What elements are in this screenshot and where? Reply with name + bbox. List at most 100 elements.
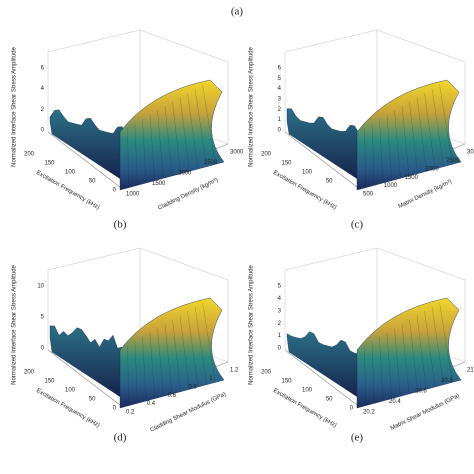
x-tick-label: 0.2: [126, 410, 135, 416]
mesh-line: [164, 105, 173, 177]
z-tick-label: 2: [41, 107, 45, 113]
mesh-line: [379, 336, 384, 402]
x-tick-label: 1500: [152, 181, 166, 187]
mesh-line: [424, 310, 436, 388]
y-tick-label: 200: [261, 370, 272, 376]
panel-caption: (c): [351, 219, 364, 231]
mesh-line: [172, 319, 181, 392]
mesh-line: [194, 306, 207, 385]
y-axis-label: Excitation Frequency (kHz): [35, 170, 100, 211]
z-tick-label: 1: [278, 117, 282, 123]
mesh-line: [134, 123, 138, 186]
y-tick-label: 150: [281, 379, 292, 385]
x-tick-label: 500: [363, 192, 374, 198]
x-tick-label: 1500: [405, 175, 419, 181]
z-tick-label: 5: [41, 315, 45, 321]
y-tick-label: 50: [89, 179, 96, 185]
z-tick-label: 4: [278, 296, 282, 302]
x-tick-label: 1000: [384, 183, 398, 189]
surface-front: [356, 297, 462, 409]
y-axis-label: Excitation Frequency (kHz): [35, 388, 100, 429]
z-tick-label: 6: [41, 66, 45, 72]
mesh-line: [416, 97, 427, 172]
mesh-line: [371, 341, 375, 404]
x-tick-label: 2000: [425, 166, 439, 172]
z-tick-label: 3: [278, 308, 282, 314]
y-axis-label: Excitation Frequency (kHz): [272, 170, 337, 211]
mesh-line: [142, 118, 147, 184]
x-tick-label: 0.8: [188, 384, 197, 390]
z-tick-label: 0: [41, 128, 45, 134]
z-tick-label: 3: [278, 97, 282, 103]
mesh-line: [439, 84, 453, 165]
mesh-line: [172, 101, 181, 174]
y-tick-label: 200: [24, 152, 35, 158]
z-tick-label: 1: [278, 333, 282, 339]
y-tick-label: 50: [89, 397, 96, 403]
z-tick-label: 0: [278, 346, 282, 352]
mesh-line: [202, 84, 216, 165]
panel: 024620015010050010001500200025003000Norm…: [12, 29, 244, 212]
mesh-line: [401, 323, 410, 395]
mesh-line: [386, 114, 392, 181]
mesh-line: [409, 319, 418, 392]
y-tick-label: 200: [261, 152, 272, 158]
z-axis-label: Normalized Interface Shear Stress Amplit…: [12, 264, 18, 384]
x-tick-label: 20.4: [389, 399, 401, 405]
x-tick-label: 20.6: [415, 389, 427, 395]
x-tick-label: 2500: [446, 158, 460, 164]
mesh-line: [157, 328, 164, 397]
mesh-line: [424, 92, 436, 170]
y-tick-label: 100: [302, 170, 313, 176]
z-tick-label: 10: [37, 284, 44, 290]
x-axis-label: Cladding Density (kg/m³): [157, 177, 219, 211]
mesh-line: [416, 315, 427, 390]
mesh-line: [371, 123, 375, 186]
z-tick-label: 4: [278, 86, 282, 92]
z-axis-label: Normalized Interface Shear Stress Amplit…: [12, 46, 18, 166]
mesh-line: [179, 315, 190, 390]
y-tick-label: 0: [113, 188, 117, 194]
y-tick-label: 100: [65, 388, 76, 394]
mesh-line: [127, 345, 129, 406]
z-tick-label: 2: [278, 321, 282, 327]
x-tick-label: 3000: [230, 150, 244, 156]
panel-caption: (e): [351, 432, 364, 444]
y-tick-label: 100: [302, 388, 313, 394]
mesh-line: [164, 323, 173, 395]
x-tick-label: 20.8: [441, 378, 453, 384]
panel: 0 1 2 3 4 5 200 150 100 50 0 20.2 20.4 20.6 20.8 21 Norm…: [249, 247, 474, 432]
y-tick-label: 50: [326, 397, 333, 403]
y-axis-label: Excitation Frequency (kHz): [272, 388, 337, 429]
panel: 0 1 2 3 4 5 6 200 150 100 50 500 1000 1500 2000 2500 300…: [249, 29, 474, 211]
y-tick-label: 0: [113, 406, 117, 412]
mesh-line: [394, 110, 401, 179]
z-tick-label: 0: [278, 128, 282, 134]
x-tick-label: 21: [467, 368, 474, 374]
z-tick-label: 5: [278, 76, 282, 82]
mesh-line: [202, 302, 216, 383]
y-tick-label: 50: [326, 179, 333, 185]
surface-front: [119, 79, 225, 191]
mesh-line: [401, 105, 410, 177]
mesh-line: [134, 341, 138, 404]
mesh-line: [364, 127, 366, 188]
mesh-line: [149, 332, 155, 399]
y-tick-label: 100: [65, 170, 76, 176]
y-tick-label: 150: [44, 161, 55, 167]
x-axis-label: Cladding Shear Modulus (GPa): [149, 392, 227, 434]
panel-caption: (b): [114, 219, 127, 231]
surface-front: [119, 297, 225, 409]
mesh-line: [379, 118, 384, 184]
x-tick-label: 0.4: [147, 401, 156, 407]
z-tick-label: 6: [278, 66, 282, 72]
x-tick-label: 1000: [126, 192, 140, 198]
mesh-line: [179, 97, 190, 172]
y-tick-label: 150: [44, 379, 55, 385]
mesh-line: [409, 101, 418, 174]
mesh-line: [364, 345, 366, 406]
x-tick-label: 2500: [204, 160, 218, 166]
z-axis-label: Normalized Interface Shear Stress Amplit…: [249, 46, 255, 166]
mesh-line: [431, 88, 444, 167]
